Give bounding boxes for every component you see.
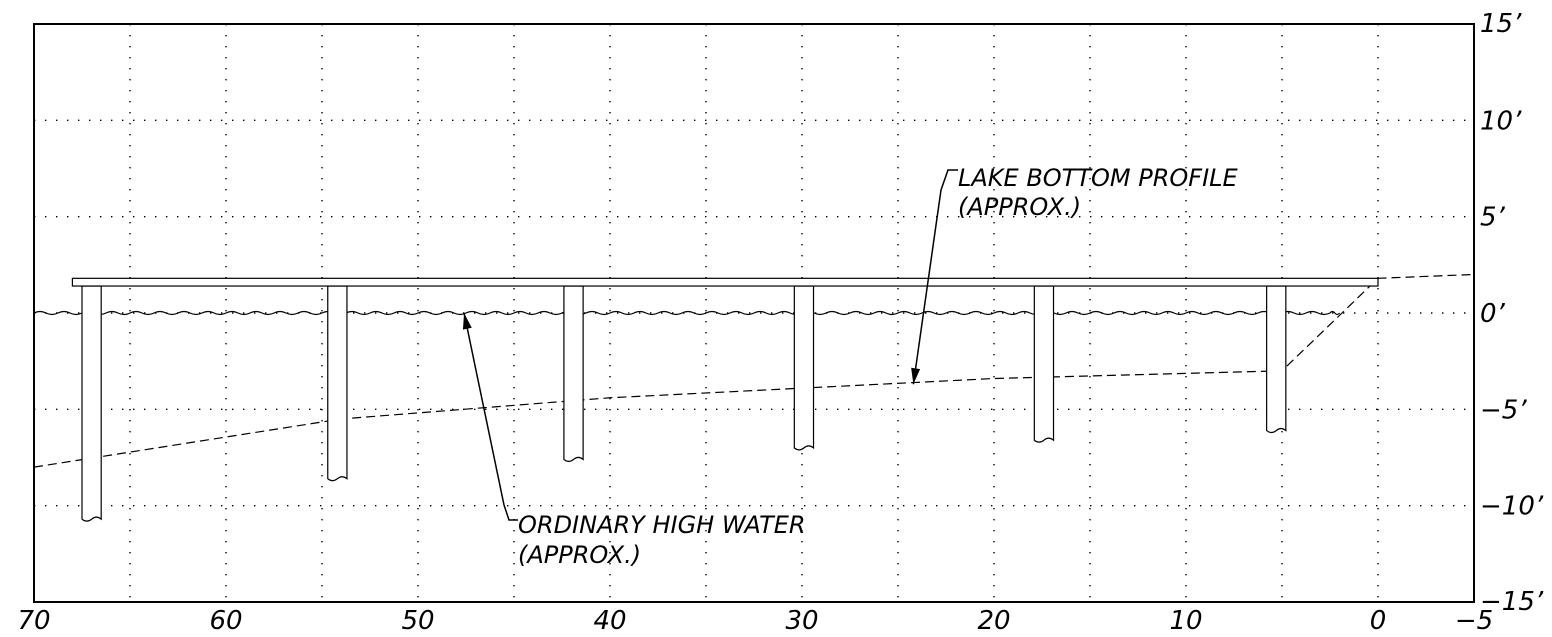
lake-bottom-leader-arrowhead (911, 367, 921, 385)
dock-deck (71, 277, 1379, 287)
y-tick-label-5: −10’ (1480, 492, 1544, 522)
pile-2 (327, 285, 348, 482)
x-tick-label-1: 60 (209, 606, 242, 636)
x-tick-label-6: 10 (1169, 606, 1202, 636)
x-tick-label-0: 70 (17, 606, 50, 636)
high-water-leader-hook (503, 504, 518, 521)
lake-bottom-profile-line (33, 273, 1475, 468)
x-tick-label-7: 0 (1370, 606, 1387, 636)
y-tick-label-2: 5’ (1480, 203, 1506, 233)
high-water-leader-arrowhead (462, 313, 472, 330)
pile-layer (81, 285, 1287, 522)
x-tick-label-3: 40 (593, 606, 626, 636)
y-tick-label-4: −5’ (1480, 395, 1527, 425)
pile-3 (563, 285, 584, 463)
lake-bottom-leader-hook (940, 169, 958, 191)
high-water-label-line2: (APPROX.) (518, 541, 641, 569)
lake-bottom-profile-layer (33, 273, 1475, 468)
pile-4 (793, 285, 815, 451)
x-tick-label-8: −5 (1455, 606, 1493, 636)
lake-bottom-leader-line (912, 189, 942, 385)
ordinary-high-water-line (33, 310, 1341, 316)
high-water-layer (33, 310, 1341, 316)
x-tick-label-5: 20 (977, 606, 1010, 636)
y-tick-label-6: −15’ (1480, 587, 1544, 617)
lake-bottom-label-line2: (APPROX.) (958, 193, 1081, 221)
high-water-leader-line (463, 312, 505, 506)
pile-6 (1266, 285, 1287, 434)
pile-5 (1033, 285, 1055, 443)
x-tick-labels: 70 60 50 40 30 20 10 0 −5 (17, 606, 1493, 636)
y-tick-label-1: 10’ (1480, 106, 1522, 136)
lake-bottom-label-line1: LAKE BOTTOM PROFILE (958, 164, 1239, 192)
y-tick-label-3: 0’ (1480, 299, 1506, 329)
x-tick-label-2: 50 (401, 606, 434, 636)
leader-layer (462, 169, 958, 521)
high-water-label-line1: ORDINARY HIGH WATER (518, 511, 806, 539)
x-tick-label-4: 30 (785, 606, 818, 636)
pile-1 (81, 285, 102, 522)
y-tick-label-0: 15’ (1480, 9, 1522, 39)
deck-layer (71, 277, 1379, 287)
y-tick-labels: 15’ 10’ 5’ 0’ −5’ −10’ −15’ (1480, 9, 1544, 617)
